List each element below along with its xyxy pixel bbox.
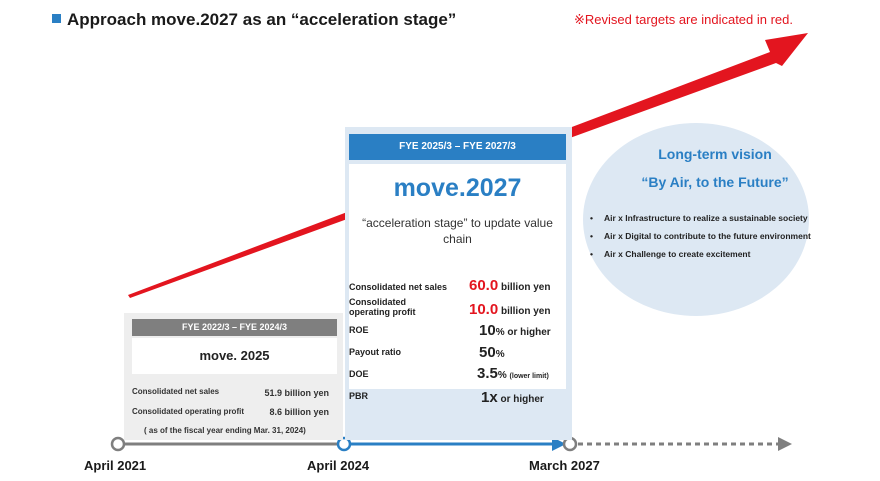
timeline-node-2024: [336, 436, 352, 452]
move2025-label-net-sales: Consolidated net sales: [132, 387, 220, 396]
move2025-period: FYE 2022/3 – FYE 2024/3: [132, 319, 337, 336]
page-title: Approach move.2027 as an “acceleration s…: [52, 10, 456, 30]
timeline-end-arrowhead: [778, 437, 792, 451]
metric-label-doe: DOE: [349, 369, 369, 379]
move2027-period: FYE 2025/3 – FYE 2027/3: [349, 134, 566, 160]
metric-value-op-profit: 10.0 billion yen: [469, 301, 551, 318]
vision-title: Long-term vision: [658, 146, 772, 162]
metric-value-net-sales: 60.0 billion yen: [469, 277, 551, 294]
metric-value-roe: 10% or higher: [479, 322, 551, 339]
move2027-name: move.2027: [393, 174, 522, 202]
metric-value-pbr: 1x or higher: [481, 389, 544, 406]
vision-bullet: • Air x Challenge to create excitement: [590, 249, 751, 259]
move2025-name: move. 2025: [132, 338, 337, 374]
timeline-label-2021: April 2021: [84, 458, 147, 473]
move2027-subtitle: “acceleration stage” to update value cha…: [362, 216, 553, 246]
move2025-value-op-profit: 8.6 billion yen: [269, 407, 329, 417]
revised-targets-note: ※Revised targets are indicated in red.: [574, 12, 794, 27]
move2025-value-net-sales: 51.9 billion yen: [264, 388, 329, 398]
metric-label-net-sales: Consolidated net sales: [349, 282, 448, 292]
metric-label-roe: ROE: [349, 325, 369, 335]
move2025-box: FYE 2022/3 – FYE 2024/3 move. 2025 Conso…: [124, 313, 343, 440]
growth-arrow: [128, 33, 808, 298]
timeline-label-2027: March 2027: [529, 458, 600, 473]
vision-slogan: “By Air, to the Future”: [641, 174, 789, 190]
timeline-node-2021: [110, 436, 126, 452]
metric-value-doe: 3.5% (lower limit): [477, 365, 549, 382]
move2025-label-op-profit: Consolidated operating profit: [132, 407, 244, 416]
vision-bullet: • Air x Digital to contribute to the futu…: [590, 231, 811, 241]
vision-circle: [583, 123, 809, 316]
timeline-label-2024: April 2024: [307, 458, 370, 473]
timeline-blue-arrowhead: [552, 437, 566, 451]
move2027-panel: [349, 164, 566, 389]
metric-label-pbr: PBR: [349, 391, 369, 401]
metric-value-payout: 50%: [479, 344, 505, 361]
metric-label-payout: Payout ratio: [349, 347, 402, 357]
move2027-box: FYE 2025/3 – FYE 2027/3 move.2027 “accel…: [345, 127, 572, 440]
metric-label-op-profit: Consolidated operating profit: [349, 297, 416, 317]
square-bullet-icon: [52, 14, 61, 23]
vision-bullet: • Air x Infrastructure to realize a susta…: [590, 213, 808, 223]
move2025-footnote: ( as of the fiscal year ending Mar. 31, …: [144, 426, 306, 435]
